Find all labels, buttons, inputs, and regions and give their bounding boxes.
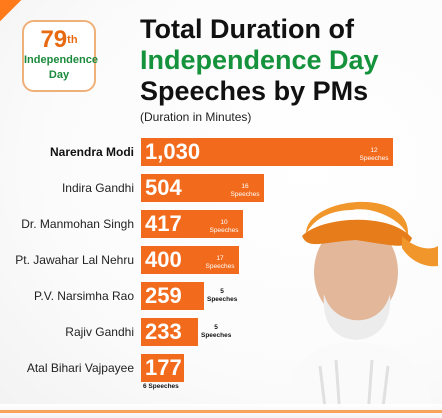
bar-value-label: 233 [145,319,182,344]
speech-count-label: 10 Speeches [209,219,239,234]
bar [141,210,243,238]
speech-count-label: 5 Speeches [201,324,232,339]
person-portrait-icon [282,201,438,416]
badge-number: 79th [40,26,78,53]
bar-label: Pt. Jawahar Lal Nehru [15,253,134,267]
speech-count-label: 6 Speeches [143,383,179,390]
title-line-1: Total Duration of [140,14,354,44]
speech-count-label: 16 Speeches [230,183,260,198]
speech-count-label: 5 Speeches [207,288,238,303]
badge-line-2: Day [48,69,70,81]
bar-label: Dr. Manmohan Singh [21,217,134,231]
bar-value-label: 400 [145,247,182,272]
bar-label: Atal Bihari Vajpayee [26,361,134,375]
title-line-3: Speeches by PMs [140,76,369,106]
bar-label: Rajiv Gandhi [65,325,134,339]
badge-line-1: Independence [24,54,98,66]
unit-note: (Duration in Minutes) [140,110,252,124]
speech-count-label: 17 Speeches [205,255,235,270]
bar [141,282,204,310]
bar [141,174,264,202]
bar-value-label: 177 [145,355,182,380]
bar-value-label: 1,030 [145,139,201,164]
bar [141,354,184,382]
speech-count-label: 12 Speeches [359,147,389,162]
bar [141,246,239,274]
bar-label: Indira Gandhi [61,181,134,195]
title-line-2: Independence Day [140,45,379,75]
bar-label: Narendra Modi [49,145,134,159]
bottom-accent-line [0,410,442,413]
bar-value-label: 259 [145,283,182,308]
chart-title: Total Duration of Independence Day Speec… [140,14,440,107]
independence-day-badge: 79th Independence Day [22,20,98,92]
bar [141,318,198,346]
bar [141,138,393,166]
bar-value-label: 504 [145,175,182,200]
bar-value-label: 417 [145,211,182,236]
bar-label: P.V. Narsimha Rao [33,289,134,303]
